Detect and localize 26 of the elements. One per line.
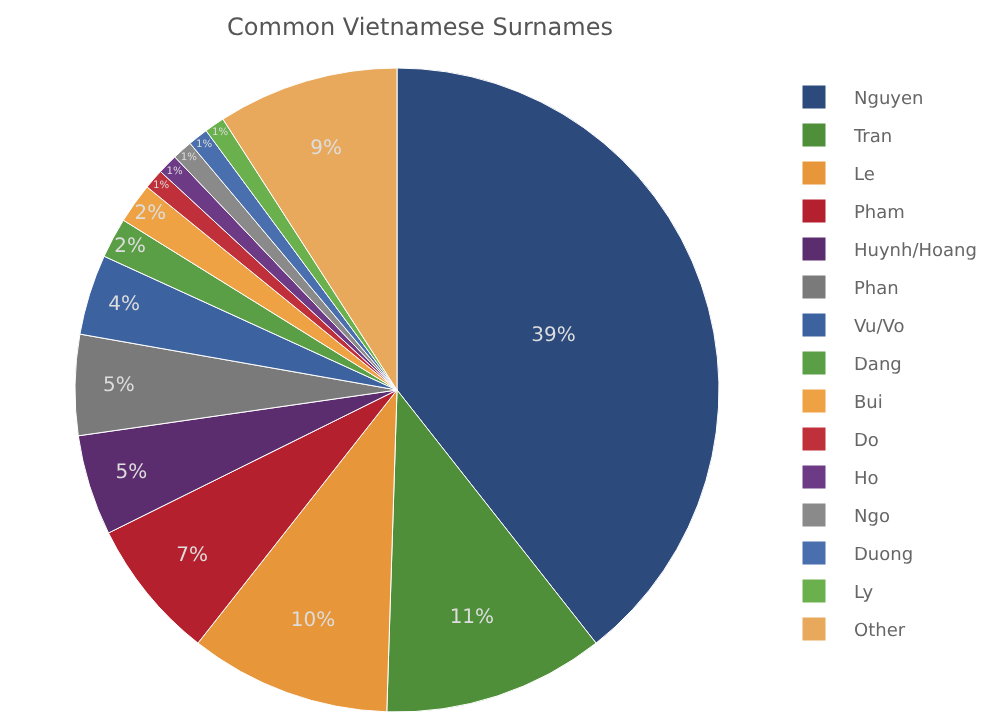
legend-label: Bui [854,394,883,415]
data-label: 39% [531,324,576,347]
data-label: 9% [310,137,343,160]
data-label: 4% [108,294,140,317]
legend-label: Duong [854,546,914,567]
legend-label: Ho [854,470,880,491]
data-label: 10% [290,609,336,632]
data-label: 7% [176,545,209,568]
legend-label: Ly [854,584,875,605]
data-label: 2% [114,235,146,258]
data-label: 5% [103,374,135,397]
legend-label: Huynh/Hoang [854,242,977,263]
data-label: 11% [449,606,495,629]
legend-label: Tran [852,128,893,149]
legend-label: Ngo [854,508,891,529]
chart-title: Common Vietnamese Surnames [227,12,613,41]
legend-label: Nguyen [854,90,924,111]
legend-label: Other [854,622,906,643]
legend-label: Pham [854,204,905,225]
legend-label: Le [854,166,876,187]
legend-label: Phan [854,280,899,301]
legend-label: Vu/Vo [854,318,906,339]
legend-label: Do [854,432,880,453]
data-label: 5% [115,461,148,484]
legend-label: Dang [854,356,902,377]
data-label: 2% [134,203,167,226]
